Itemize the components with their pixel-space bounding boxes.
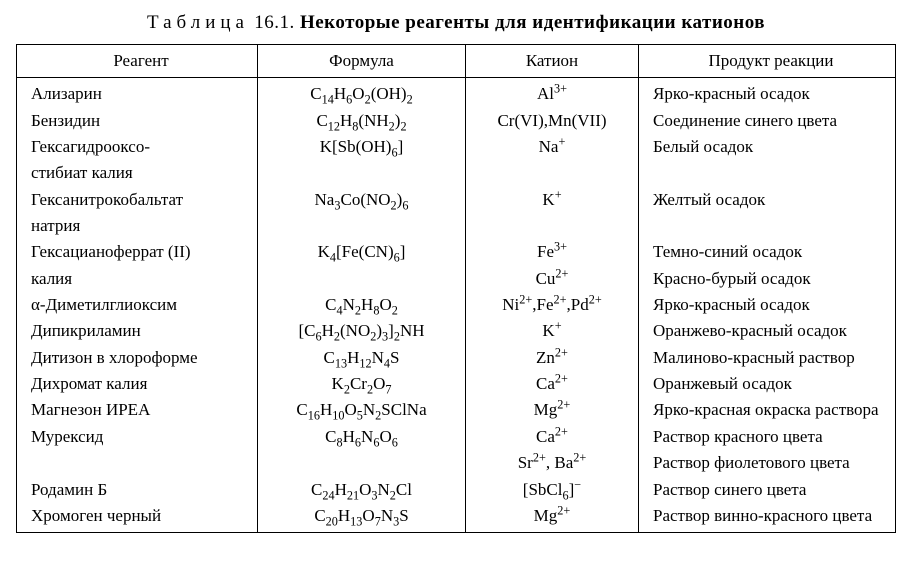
caption-number: 16.1. [254,12,295,33]
cell-product: Ярко-красный осадокСоединение синего цве… [639,78,896,533]
col-header-reagent: Реагент [17,45,258,78]
table-header-row: Реагент Формула Катион Продукт реакции [17,45,896,78]
reagents-table: Реагент Формула Катион Продукт реакции А… [16,44,896,533]
caption-title: Некоторые реагенты для идентификации кат… [300,12,765,33]
cell-reagent: АлизаринБензидинГексагидрооксо-стибиат к… [17,78,258,533]
caption-prefix: Таблица [147,12,249,33]
col-header-product: Продукт реакции [639,45,896,78]
cell-cation: Al3+Cr(VI),Mn(VII)Na+K+Fe3+Cu2+Ni2+,Fe2+… [466,78,639,533]
col-header-cation: Катион [466,45,639,78]
col-header-formula: Формула [258,45,466,78]
table-caption: Таблица 16.1. Некоторые реагенты для иде… [16,12,896,34]
cell-formula: C14H6O2(OH)2C12H8(NH2)2K[Sb(OH)6]Na3Co(N… [258,78,466,533]
